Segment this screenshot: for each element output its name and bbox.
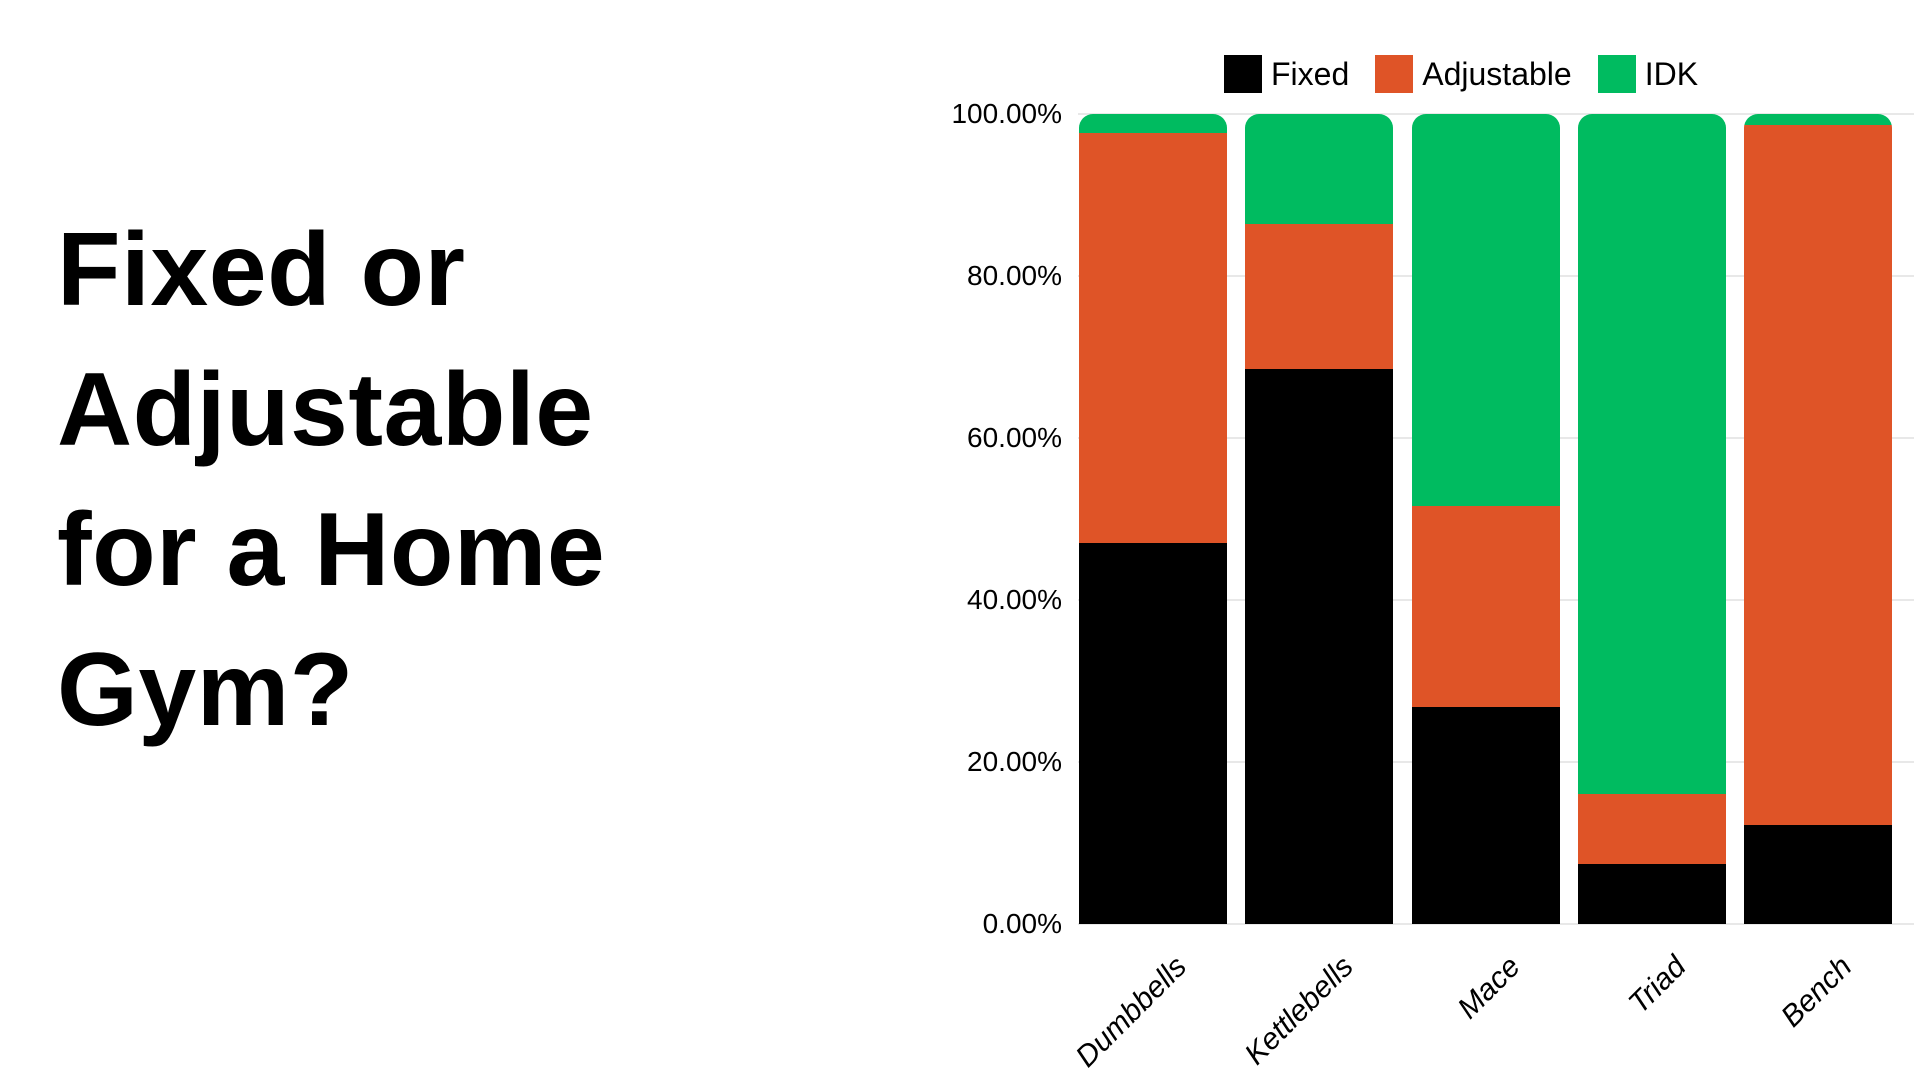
- y-axis-tick-label: 20.00%: [967, 746, 1062, 777]
- legend-item-idk: IDK: [1597, 55, 1699, 93]
- y-axis-tick-label: 40.00%: [967, 584, 1062, 615]
- bar-segment-fixed-kettlebells: [1245, 369, 1393, 924]
- legend-label-adjustable: Adjustable: [1422, 56, 1572, 92]
- x-category-label-bench: Bench: [1774, 950, 1859, 1034]
- y-axis-tick-label: 80.00%: [967, 260, 1062, 291]
- legend-label-idk: IDK: [1644, 56, 1699, 92]
- x-category-label-dumbbells: Dumbbells: [1069, 950, 1194, 1074]
- bar-mace: [1412, 114, 1560, 924]
- title-line-2: Adjustable: [57, 352, 594, 468]
- bar-segment-idk-triad: [1578, 114, 1726, 795]
- chart-legend: Fixed Adjustable IDK: [1224, 55, 1698, 93]
- bar-segment-adjustable-kettlebells: [1245, 224, 1393, 370]
- legend-item-fixed: Fixed: [1224, 55, 1349, 93]
- page-title: Fixed or Adjustable for a Home Gym?: [57, 200, 717, 760]
- legend-swatch-adjustable: [1375, 55, 1414, 93]
- bar-segment-fixed-bench: [1744, 825, 1892, 924]
- bar-triad: [1578, 114, 1726, 924]
- bar-segment-fixed-triad: [1578, 864, 1726, 924]
- bar-segment-adjustable-triad: [1578, 794, 1726, 865]
- bar-segment-idk-kettlebells: [1245, 114, 1393, 225]
- bar-bench: [1744, 114, 1892, 924]
- bar-segment-idk-bench: [1744, 114, 1892, 126]
- legend-swatch-fixed: [1224, 55, 1262, 93]
- legend-item-adjustable: Adjustable: [1375, 55, 1572, 93]
- legend-label-fixed: Fixed: [1271, 56, 1350, 92]
- x-category-label-kettlebells: Kettlebells: [1238, 950, 1360, 1072]
- bar-segment-fixed-dumbbells: [1079, 543, 1227, 924]
- bar-segment-adjustable-mace: [1412, 506, 1560, 707]
- bar-dumbbells: [1079, 114, 1227, 924]
- bar-segment-adjustable-bench: [1744, 125, 1892, 826]
- x-category-label-triad: Triad: [1622, 950, 1693, 1021]
- title-line-1: Fixed or: [57, 212, 466, 328]
- y-axis-tick-label: 100.00%: [951, 98, 1062, 129]
- bar-segment-idk-mace: [1412, 114, 1560, 507]
- title-line-3: for a Home: [57, 492, 606, 608]
- legend-swatch-idk: [1597, 55, 1636, 93]
- bar-segment-fixed-mace: [1412, 706, 1560, 924]
- bar-segment-adjustable-dumbbells: [1079, 133, 1227, 544]
- x-category-label-mace: Mace: [1451, 950, 1527, 1026]
- bar-kettlebells: [1245, 114, 1393, 924]
- title-line-4: Gym?: [57, 632, 354, 748]
- y-axis-tick-label: 0.00%: [982, 908, 1062, 939]
- bar-segment-idk-dumbbells: [1079, 114, 1227, 134]
- y-axis-tick-label: 60.00%: [967, 422, 1062, 453]
- gridline: [1078, 923, 1914, 925]
